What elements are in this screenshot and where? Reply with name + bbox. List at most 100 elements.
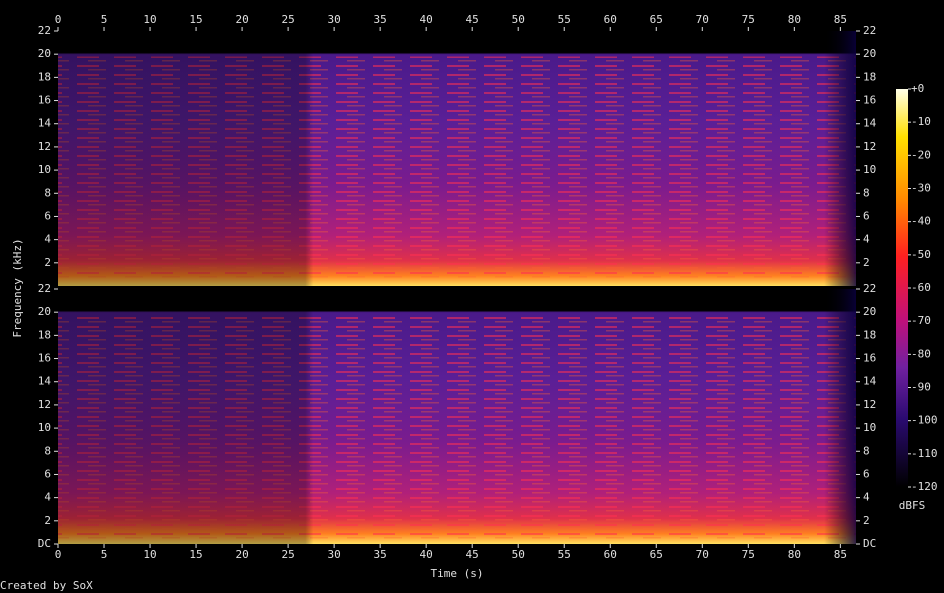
y-tick-label: 16 xyxy=(863,352,876,365)
x-tick-label: 15 xyxy=(189,548,202,561)
y-tick-label: 20 xyxy=(863,305,876,318)
y-tick-label: 10 xyxy=(38,163,51,176)
y-tick-label: 14 xyxy=(863,117,877,130)
y-tick-label: 22 xyxy=(863,282,876,295)
y-tick-label: 22 xyxy=(38,24,51,37)
y-tick-label: 14 xyxy=(38,375,52,388)
x-tick-label: 70 xyxy=(696,548,709,561)
x-tick-label: 25 xyxy=(281,548,294,561)
colorbar-tick-label: -10 xyxy=(911,115,931,128)
x-tick-label: 5 xyxy=(101,548,108,561)
x-tick-label: 30 xyxy=(327,548,340,561)
y-tick-label: 16 xyxy=(38,352,51,365)
y-tick-label: 20 xyxy=(38,305,51,318)
y-tick-label: 14 xyxy=(863,375,877,388)
y-tick-label: 4 xyxy=(44,491,51,504)
y-tick-label: 18 xyxy=(863,70,876,83)
y-tick-label: DC xyxy=(38,537,51,550)
x-tick-label: 25 xyxy=(281,13,294,26)
y-tick-label: 4 xyxy=(44,233,51,246)
y-tick-label: 2 xyxy=(44,256,51,269)
y-tick-label: 4 xyxy=(863,233,870,246)
colorbar-tick-label: -110 xyxy=(911,447,938,460)
y-tick-label: 18 xyxy=(38,328,51,341)
y-tick-label: 8 xyxy=(863,186,870,199)
x-tick-label: 30 xyxy=(327,13,340,26)
x-tick-label: 35 xyxy=(374,548,387,561)
x-tick-label: 10 xyxy=(143,548,156,561)
y-tick-label: 12 xyxy=(863,398,876,411)
y-tick-label: 4 xyxy=(863,491,870,504)
x-tick-label: 85 xyxy=(834,548,847,561)
x-tick-label: 85 xyxy=(834,13,847,26)
spectrogram-shade xyxy=(58,289,856,544)
x-tick-label: 70 xyxy=(696,13,709,26)
colorbar-tick-label: -40 xyxy=(911,215,931,228)
y-tick-label: 20 xyxy=(863,47,876,60)
colorbar-tick-label: -20 xyxy=(911,148,931,161)
x-tick-label: 65 xyxy=(650,548,663,561)
y-tick-label: 12 xyxy=(38,398,51,411)
colorbar xyxy=(896,89,908,487)
colorbar-tick-label: -100 xyxy=(911,414,938,427)
y-tick-label: 6 xyxy=(863,467,870,480)
y-tick-label: 14 xyxy=(38,117,52,130)
colorbar-label: dBFS xyxy=(899,499,926,512)
x-tick-label: 5 xyxy=(101,13,108,26)
y-tick-label: 22 xyxy=(863,24,876,37)
y-tick-label: 2 xyxy=(44,514,51,527)
x-tick-label: 35 xyxy=(374,13,387,26)
colorbar-tick-label: -120 xyxy=(911,480,938,493)
colorbar-tick-label: -90 xyxy=(911,381,931,394)
y-tick-label: 18 xyxy=(863,328,876,341)
colorbar-tick-label: -80 xyxy=(911,347,931,360)
x-tick-label: 15 xyxy=(189,13,202,26)
y-tick-label: 8 xyxy=(44,444,51,457)
x-tick-label: 50 xyxy=(512,13,525,26)
spectrogram-shade xyxy=(58,31,856,286)
colorbar-tick-label: -50 xyxy=(911,248,931,261)
y-axis-label: Frequency (kHz) xyxy=(11,238,24,337)
x-tick-label: 65 xyxy=(650,13,663,26)
y-tick-label: 10 xyxy=(863,163,876,176)
y-tick-label: 10 xyxy=(38,421,51,434)
x-tick-label: 0 xyxy=(55,13,62,26)
x-tick-label: 10 xyxy=(143,13,156,26)
x-tick-label: 0 xyxy=(55,548,62,561)
x-tick-label: 60 xyxy=(604,13,617,26)
x-tick-label: 20 xyxy=(235,548,248,561)
y-tick-label: 8 xyxy=(44,186,51,199)
y-tick-label: 6 xyxy=(44,467,51,480)
y-tick-label: 16 xyxy=(38,94,51,107)
y-tick-label: 16 xyxy=(863,94,876,107)
x-tick-label: 40 xyxy=(420,13,433,26)
colorbar-tick-label: -60 xyxy=(911,281,931,294)
x-tick-label: 80 xyxy=(788,13,801,26)
x-tick-label: 45 xyxy=(466,548,479,561)
y-tick-label: 10 xyxy=(863,421,876,434)
colorbar-tick-label: -70 xyxy=(911,314,931,327)
x-tick-label: 75 xyxy=(742,13,755,26)
y-tick-label: 18 xyxy=(38,70,51,83)
y-tick-label: 2 xyxy=(863,256,870,269)
x-tick-label: 75 xyxy=(742,548,755,561)
x-tick-label: 45 xyxy=(466,13,479,26)
x-tick-label: 60 xyxy=(604,548,617,561)
colorbar-tick-label: -30 xyxy=(911,182,931,195)
footer: Created by SoX xyxy=(0,579,93,592)
x-tick-label: 50 xyxy=(512,548,525,561)
x-tick-label: 40 xyxy=(420,548,433,561)
y-tick-label: 6 xyxy=(44,209,51,222)
x-tick-label: 80 xyxy=(788,548,801,561)
x-tick-label: 20 xyxy=(235,13,248,26)
y-tick-label: 22 xyxy=(38,282,51,295)
y-tick-label: DC xyxy=(863,537,876,550)
y-tick-label: 6 xyxy=(863,209,870,222)
y-tick-label: 2 xyxy=(863,514,870,527)
x-tick-label: 55 xyxy=(558,13,571,26)
y-tick-label: 12 xyxy=(38,140,51,153)
colorbar-tick-label: +0 xyxy=(911,82,924,95)
x-tick-label: 55 xyxy=(558,548,571,561)
